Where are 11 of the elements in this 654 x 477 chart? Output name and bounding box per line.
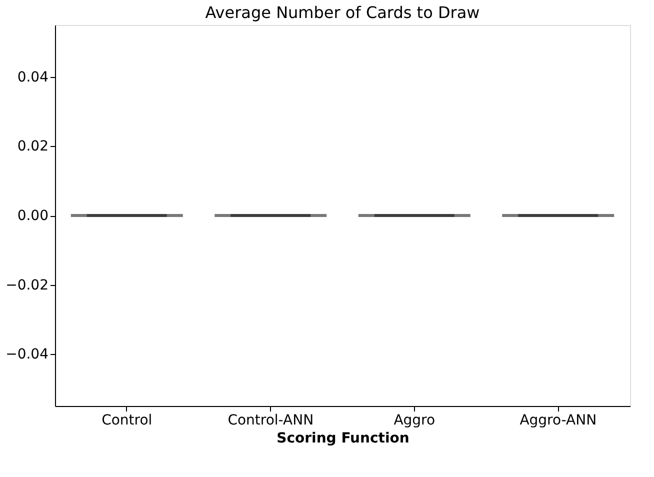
y-tick-label: −0.02 — [6, 277, 48, 294]
y-tick-label: 0.04 — [17, 69, 49, 86]
x-axis-title: Scoring Function — [276, 430, 410, 446]
y-tick-label: 0.02 — [17, 138, 48, 155]
x-tick-label: Control-ANN — [228, 412, 314, 428]
x-tick-label: Aggro — [394, 412, 436, 428]
chart-title: Average Number of Cards to Draw — [205, 3, 480, 22]
x-tick-label: Control — [102, 412, 152, 428]
y-tick-label: −0.04 — [6, 346, 49, 363]
y-tick-label: 0.00 — [17, 208, 48, 224]
x-tick-label: Aggro-ANN — [520, 412, 597, 428]
